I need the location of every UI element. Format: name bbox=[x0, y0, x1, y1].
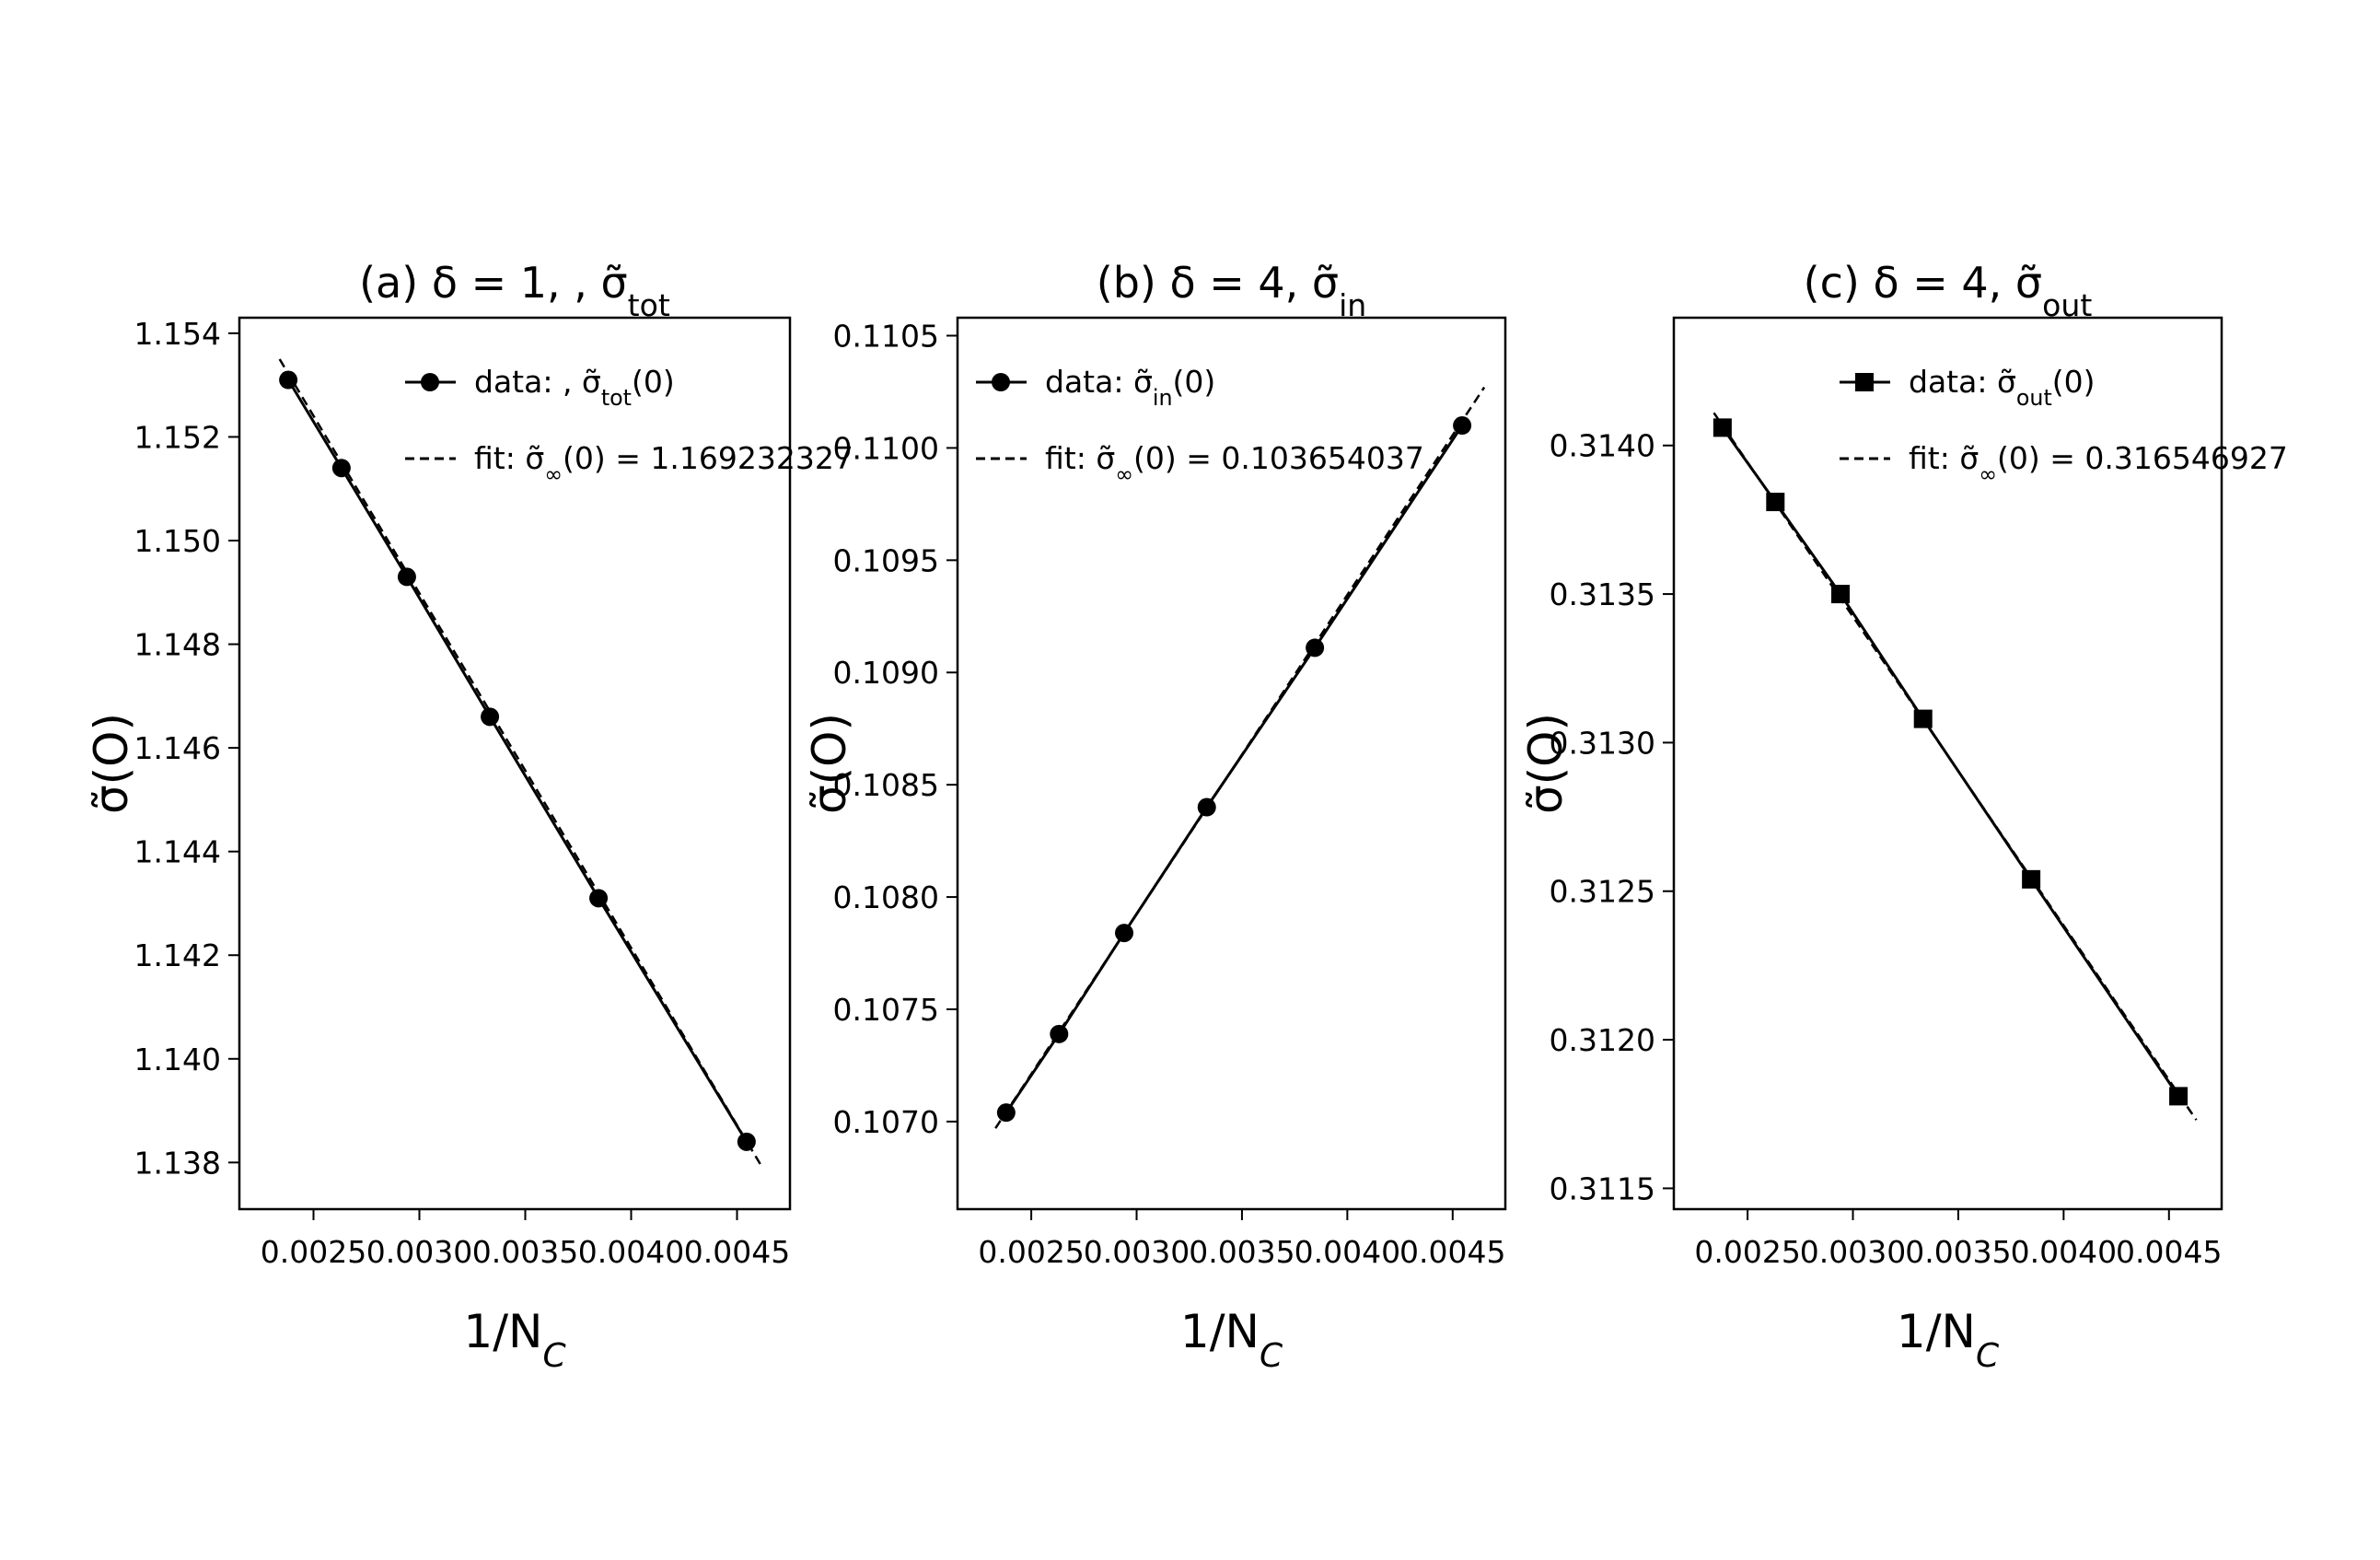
y-tick-label: 0.3115 bbox=[1550, 1170, 1655, 1206]
y-tick-label: 0.3135 bbox=[1550, 576, 1655, 612]
legend-entry: fit: σ̃∞(0) = 0.316546927 bbox=[1909, 440, 2288, 487]
x-tick-label: 0.0025 bbox=[261, 1234, 366, 1270]
x-axis-label: 1/NC bbox=[1897, 1305, 2000, 1375]
y-tick-label: 0.1070 bbox=[833, 1104, 939, 1140]
legend-entry: data: σ̃out(0) bbox=[1909, 364, 2096, 411]
legend-entry: data: σ̃in(0) bbox=[1045, 364, 1215, 411]
y-tick-label: 1.154 bbox=[134, 316, 221, 352]
chart-panel-3: (c) δ = 4, σ̃out 0.00250.00300.00350.0040… bbox=[1519, 258, 2288, 1375]
legend-marker bbox=[421, 373, 439, 391]
legend-marker bbox=[992, 373, 1010, 391]
plot-frame bbox=[1672, 316, 2223, 1211]
x-tick-label: 0.0030 bbox=[1084, 1234, 1190, 1270]
data-point bbox=[481, 707, 500, 727]
data-point bbox=[1306, 638, 1325, 658]
y-tick-label: 0.3120 bbox=[1550, 1022, 1655, 1058]
series-line-2 bbox=[278, 358, 764, 1169]
data-point bbox=[1712, 418, 1732, 437]
x-tick-label: 0.0045 bbox=[684, 1234, 790, 1270]
plot-frame bbox=[956, 316, 1507, 1211]
y-tick-label: 0.3125 bbox=[1550, 874, 1655, 910]
x-tick-label: 0.0030 bbox=[1800, 1234, 1906, 1270]
y-tick-label: 0.1075 bbox=[833, 992, 939, 1028]
data-point bbox=[331, 459, 351, 478]
y-tick-label: 1.150 bbox=[134, 523, 221, 559]
data-point bbox=[737, 1132, 756, 1151]
data-point bbox=[279, 370, 298, 390]
legend-entry: fit: σ̃∞(0) = 0.103654037 bbox=[1045, 440, 1424, 487]
series-line-2 bbox=[1712, 412, 2198, 1121]
y-axis-label: σ̃(O) bbox=[803, 713, 856, 814]
legend-marker bbox=[1855, 373, 1874, 391]
chart-title: (c) δ = 4, σ̃out bbox=[1804, 258, 2093, 323]
x-tick-label: 0.0040 bbox=[1294, 1234, 1400, 1270]
x-tick-label: 0.0025 bbox=[978, 1234, 1084, 1270]
y-tick-label: 1.146 bbox=[134, 730, 221, 766]
x-tick-label: 0.0045 bbox=[2116, 1234, 2222, 1270]
x-tick-label: 0.0045 bbox=[1399, 1234, 1505, 1270]
x-tick-label: 0.0025 bbox=[1694, 1234, 1800, 1270]
x-tick-label: 0.0030 bbox=[366, 1234, 472, 1270]
data-point bbox=[589, 889, 609, 908]
x-axis-label: 1/NC bbox=[463, 1305, 566, 1375]
y-axis-label: σ̃(O) bbox=[85, 713, 138, 814]
chart-panel-2: (b) δ = 4, σ̃in0.00250.00300.00350.00400… bbox=[803, 258, 1507, 1375]
legend-entry: fit: σ̃∞(0) = 1.169232327 bbox=[474, 440, 853, 487]
y-tick-label: 0.3140 bbox=[1550, 428, 1655, 464]
series-line-1 bbox=[286, 378, 749, 1143]
y-tick-label: 0.1100 bbox=[833, 430, 939, 466]
x-tick-label: 0.0040 bbox=[578, 1234, 684, 1270]
y-tick-label: 0.1095 bbox=[833, 542, 939, 578]
y-tick-label: 0.1105 bbox=[833, 319, 939, 355]
legend-entry: data: , σ̃tot(0) bbox=[474, 364, 675, 411]
data-point bbox=[1453, 416, 1472, 436]
x-tick-label: 0.0035 bbox=[472, 1234, 578, 1270]
y-tick-label: 1.148 bbox=[134, 627, 221, 663]
y-tick-label: 1.138 bbox=[134, 1145, 221, 1181]
y-tick-label: 1.144 bbox=[134, 834, 221, 870]
series-line-1 bbox=[1721, 426, 2180, 1098]
data-point bbox=[397, 567, 416, 587]
data-point bbox=[2169, 1087, 2188, 1106]
x-tick-label: 0.0035 bbox=[1189, 1234, 1294, 1270]
chart-title: (a) δ = 1, , σ̃tot bbox=[359, 258, 670, 323]
x-axis-label: 1/NC bbox=[1180, 1305, 1283, 1375]
chart-title: (b) δ = 4, σ̃in bbox=[1097, 258, 1367, 323]
data-point bbox=[1831, 585, 1851, 604]
x-tick-label: 0.0040 bbox=[2011, 1234, 2117, 1270]
y-tick-label: 1.142 bbox=[134, 937, 221, 973]
y-tick-label: 0.3130 bbox=[1550, 725, 1655, 761]
plot-frame bbox=[238, 316, 792, 1211]
y-tick-label: 1.152 bbox=[134, 419, 221, 455]
y-tick-label: 0.1085 bbox=[833, 767, 939, 803]
y-axis-label: σ̃(O) bbox=[1519, 713, 1573, 814]
y-tick-label: 0.1090 bbox=[833, 655, 939, 691]
data-point bbox=[1115, 924, 1134, 943]
series-line-2 bbox=[994, 386, 1486, 1129]
y-tick-label: 0.1080 bbox=[833, 879, 939, 915]
series-line-1 bbox=[1004, 425, 1464, 1114]
y-tick-label: 1.140 bbox=[134, 1042, 221, 1077]
x-tick-label: 0.0035 bbox=[1905, 1234, 2011, 1270]
